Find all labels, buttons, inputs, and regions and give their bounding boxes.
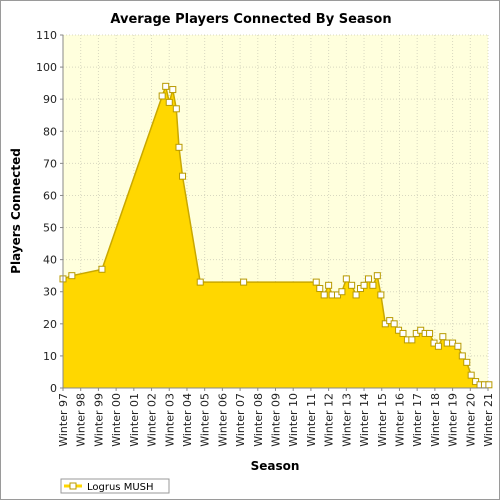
x-tick-label: Winter 03 [163,393,176,447]
series-area [63,86,489,389]
data-point [338,288,346,296]
legend-swatch-marker [69,482,77,490]
y-axis-ticks: 0 10 20 30 40 50 60 70 80 90 100 110 [36,29,63,395]
x-tick-label: Winter 13 [340,393,353,447]
data-point [240,278,248,286]
y-tick-label: 10 [43,350,57,363]
x-tick-label: Winter 14 [358,393,371,447]
data-point [463,358,471,366]
x-tick-label: Winter 05 [199,393,212,447]
data-point [360,281,368,289]
x-tick-label: Winter 06 [216,393,229,447]
x-tick-label: Winter 16 [393,393,406,447]
x-tick-label: Winter 98 [75,393,88,447]
data-point [196,278,204,286]
y-tick-label: 50 [43,222,57,235]
data-point [320,291,328,299]
x-tick-label: Winter 01 [128,393,141,447]
x-tick-label: Winter 00 [110,393,123,447]
y-tick-label: 60 [43,189,57,202]
data-point [364,275,372,283]
y-tick-label: 30 [43,286,57,299]
legend-item-label: Logrus MUSH [87,482,154,493]
y-tick-label: 70 [43,157,57,170]
data-point [426,329,434,337]
x-tick-label: Winter 19 [447,393,460,447]
legend-box [60,478,170,494]
x-tick-label: Winter 12 [323,393,336,447]
y-tick-label: 0 [50,382,57,395]
data-point [434,342,442,350]
data-point [165,98,173,106]
x-tick-label: Winter 09 [270,393,283,447]
chart-title: Average Players Connected By Season [110,12,391,27]
data-point [439,333,447,341]
x-tick-label: Winter 99 [92,393,105,447]
y-axis-label: Players Connected [9,148,23,274]
y-tick-label: 90 [43,93,57,106]
data-point [377,291,385,299]
y-tick-label: 80 [43,125,57,138]
data-point [172,105,180,113]
y-tick-label: 40 [43,254,57,267]
data-point [342,275,350,283]
data-point [352,291,360,299]
x-tick-label: Winter 07 [234,393,247,447]
data-point [408,336,416,344]
x-tick-label: Winter 10 [287,393,300,447]
data-point [68,272,76,280]
data-point [390,320,398,328]
data-point [348,281,356,289]
data-point [169,86,177,94]
x-tick-label: Winter 17 [411,393,424,447]
data-point [325,281,333,289]
x-tick-label: Winter 15 [376,393,389,447]
x-tick-label: Winter 20 [464,393,477,447]
x-tick-label: Winter 04 [181,393,194,447]
data-point [485,381,493,389]
data-point [179,172,187,180]
data-point [399,329,407,337]
data-point [316,285,324,293]
data-point [373,272,381,280]
x-tick-label: Winter 02 [146,393,159,447]
data-point [369,281,377,289]
x-axis-label: Season [251,459,300,473]
y-tick-label: 100 [36,61,57,74]
data-point [467,371,475,379]
x-tick-label: Winter 18 [429,393,442,447]
data-point [312,278,320,286]
x-tick-label: Winter 08 [252,393,265,447]
data-point [98,265,106,273]
data-point [454,342,462,350]
x-tick-label: Winter 97 [57,393,70,447]
y-tick-label: 20 [43,318,57,331]
data-point [175,143,183,151]
x-axis-ticks: Winter 97 Winter 98 Winter 99 Winter 00 Wint… [57,388,495,447]
data-point [158,92,166,100]
legend: Logrus MUSH [60,478,170,494]
x-tick-label: Winter 11 [305,393,318,447]
data-point [458,352,466,360]
data-point [162,82,170,90]
y-tick-label: 110 [36,29,57,42]
x-tick-label: Winter 21 [482,393,495,447]
